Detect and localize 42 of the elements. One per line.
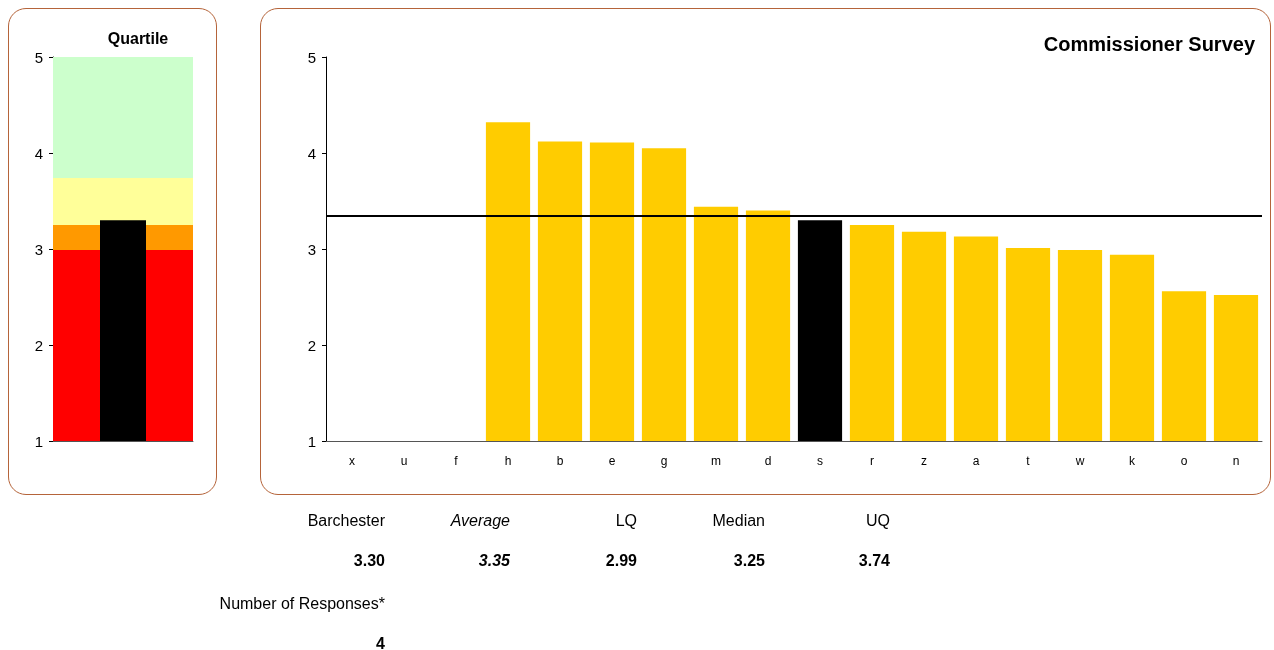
text: LQ xyxy=(615,512,637,530)
text: Median xyxy=(712,512,765,530)
x-tick-label: b xyxy=(556,454,564,468)
x-tick-label: n xyxy=(1232,454,1240,468)
y-tick-label: 2 xyxy=(34,336,43,354)
text: Number of Responses* xyxy=(219,595,385,613)
y-tick-label: 5 xyxy=(307,48,316,66)
text: 3.74 xyxy=(858,552,890,570)
text: Barchester xyxy=(307,512,385,530)
x-tick-label: g xyxy=(660,454,668,468)
y-tick-label: 3 xyxy=(307,240,316,258)
chart-title: Commissioner Survey xyxy=(1043,33,1256,55)
x-tick-label: k xyxy=(1129,454,1136,468)
y-tick-label: 2 xyxy=(307,336,316,354)
chart-title: Quartile xyxy=(107,29,169,47)
x-tick-label: u xyxy=(400,454,408,468)
text: UQ xyxy=(866,512,890,530)
text: Average xyxy=(450,512,510,530)
y-tick-label: 1 xyxy=(34,432,43,450)
x-tick-label: f xyxy=(454,454,459,468)
x-tick-label: d xyxy=(764,454,772,468)
x-tick-label: a xyxy=(972,454,980,468)
text: 3.25 xyxy=(733,552,765,570)
x-tick-label: z xyxy=(921,454,927,468)
y-tick-label: 3 xyxy=(34,240,43,258)
x-tick-label: s xyxy=(817,454,823,468)
x-tick-label: r xyxy=(870,454,874,468)
text: 4 xyxy=(376,635,385,650)
x-tick-label: x xyxy=(349,454,355,468)
x-tick-label: h xyxy=(504,454,512,468)
x-tick-label: w xyxy=(1074,454,1085,468)
y-tick-label: 4 xyxy=(307,144,316,162)
x-tick-label: t xyxy=(1026,454,1031,468)
text: 2.99 xyxy=(605,552,637,570)
text: 3.30 xyxy=(353,552,385,570)
x-tick-label: m xyxy=(711,454,721,468)
x-tick-label: o xyxy=(1180,454,1188,468)
y-tick-label: 4 xyxy=(34,144,43,162)
text: 3.35 xyxy=(478,552,510,570)
y-tick-label: 1 xyxy=(307,432,316,450)
x-tick-label: e xyxy=(608,454,616,468)
y-tick-label: 5 xyxy=(34,48,43,66)
